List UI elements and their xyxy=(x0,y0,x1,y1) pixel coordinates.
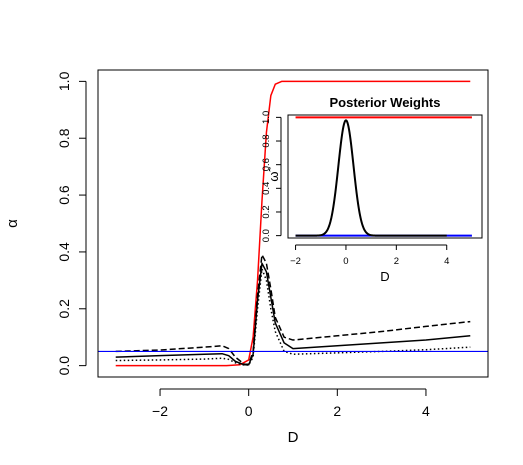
y-tick-label: 0.8 xyxy=(56,128,72,148)
y-tick-label: 0.8 xyxy=(261,134,272,147)
series-line-2 xyxy=(115,254,471,365)
x-axis-label: D xyxy=(288,429,299,446)
y-tick-label: 0.4 xyxy=(261,182,272,195)
x-tick-label: −2 xyxy=(290,256,301,267)
x-tick-label: 2 xyxy=(394,256,399,267)
y-tick-label: 0.6 xyxy=(261,158,272,171)
plot-frame xyxy=(97,69,489,378)
y-tick-label: 0.0 xyxy=(56,356,72,376)
x-tick-label: −2 xyxy=(152,403,168,419)
x-tick-label: 0 xyxy=(343,256,348,267)
series-group xyxy=(98,80,488,367)
plot-frame xyxy=(287,114,483,239)
series-line-2 xyxy=(295,119,448,237)
inset-background xyxy=(288,115,482,238)
inset-plot: −2 0 2 40.00.20.40.60.81.0Dω̃Posterior Weig… xyxy=(261,95,483,284)
x-tick-label: 2 xyxy=(333,403,341,419)
main-plot: −2 0 2 4 0.0 0.2 0.4 0.6 0.8 1.0 Dα xyxy=(4,69,489,446)
y-axis-label: α xyxy=(4,219,21,228)
series-line-0 xyxy=(115,80,471,367)
y-tick-label: 0.4 xyxy=(56,242,72,262)
y-tick-label: 1.0 xyxy=(261,111,272,124)
y-tick-label: 0.0 xyxy=(261,229,272,242)
y-tick-label: 0.2 xyxy=(56,299,72,319)
x-tick-label: 4 xyxy=(422,403,430,419)
series-group xyxy=(295,116,472,237)
y-tick-label: 1.0 xyxy=(56,71,72,91)
x-tick-label: 0 xyxy=(245,403,253,419)
x-axis-label: D xyxy=(380,269,389,284)
x-tick-label: 4 xyxy=(444,256,449,267)
y-tick-label: 0.6 xyxy=(56,185,72,205)
chart-title: Posterior Weights xyxy=(329,95,440,110)
series-line-1 xyxy=(115,262,471,366)
series-line-3 xyxy=(115,268,471,366)
y-tick-label: 0.2 xyxy=(261,205,272,218)
